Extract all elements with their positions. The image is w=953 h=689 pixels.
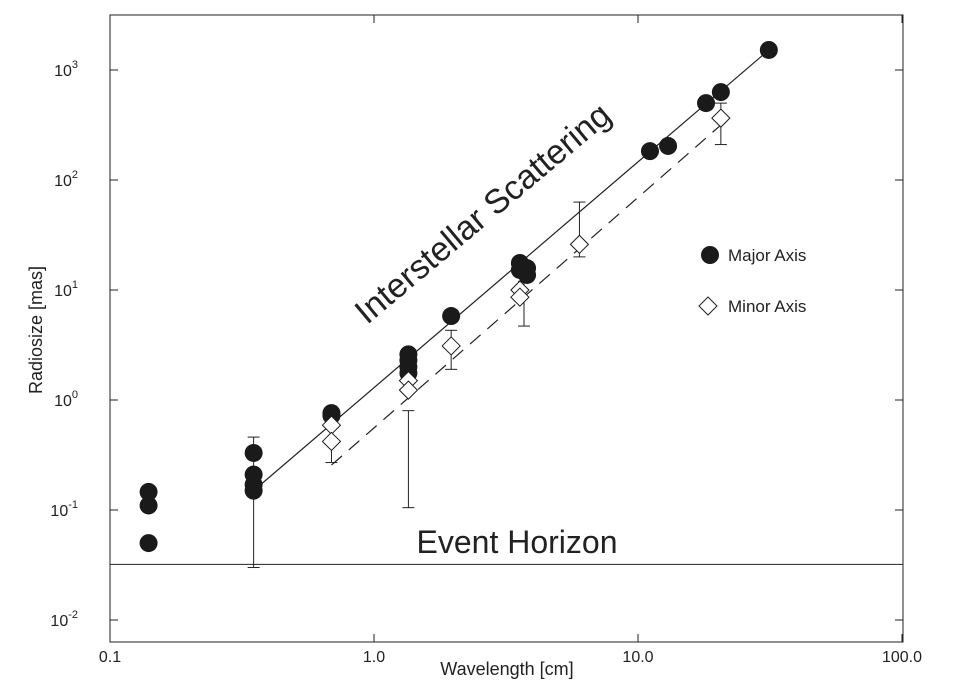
- y-tick-label: 10-1: [50, 499, 78, 520]
- legend-major-marker: [701, 246, 719, 264]
- minor-axis-point: [711, 108, 731, 128]
- y-tick-label: 101: [54, 279, 78, 300]
- major-axis-point: [640, 142, 659, 161]
- plot-frame: [109, 14, 904, 643]
- y-tick-label: 103: [54, 59, 78, 80]
- x-tick-label: 10.0: [622, 649, 653, 666]
- major-axis-point: [711, 83, 730, 102]
- minor-axis-point: [398, 380, 419, 400]
- major-axis-point: [244, 481, 263, 500]
- minor-axis-point: [569, 234, 590, 255]
- x-tick-label: 1.0: [363, 649, 385, 666]
- x-tick-label: 0.1: [99, 649, 121, 666]
- major-axis-point: [518, 265, 537, 284]
- major-axis-point: [139, 482, 158, 501]
- y-tick-label: 10-2: [50, 609, 78, 630]
- major-axis-point: [659, 136, 678, 155]
- major-axis-point: [442, 307, 461, 326]
- major-axis-point: [697, 94, 716, 113]
- y-tick-label: 102: [54, 169, 78, 190]
- event-horizon-label: Event Horizon: [417, 524, 618, 560]
- legend: Major Axis Minor Axis: [698, 246, 806, 316]
- legend-minor-marker: [698, 296, 718, 316]
- minor-axis-point: [321, 431, 342, 452]
- major-axis-point: [244, 443, 263, 462]
- legend-major-label: Major Axis: [728, 246, 806, 265]
- minor-axis-point: [510, 287, 530, 307]
- x-tick-label: 100.0: [882, 649, 922, 666]
- legend-minor-label: Minor Axis: [728, 297, 806, 316]
- major-axis-point: [139, 534, 158, 553]
- x-axis-label: Wavelength [cm]: [440, 659, 573, 679]
- y-tick-label: 100: [54, 389, 78, 410]
- minor-axis-point: [441, 336, 461, 356]
- major-axis-point: [139, 496, 158, 515]
- major-axis-point: [759, 40, 778, 59]
- y-axis-label: Radiosize [mas]: [26, 266, 46, 394]
